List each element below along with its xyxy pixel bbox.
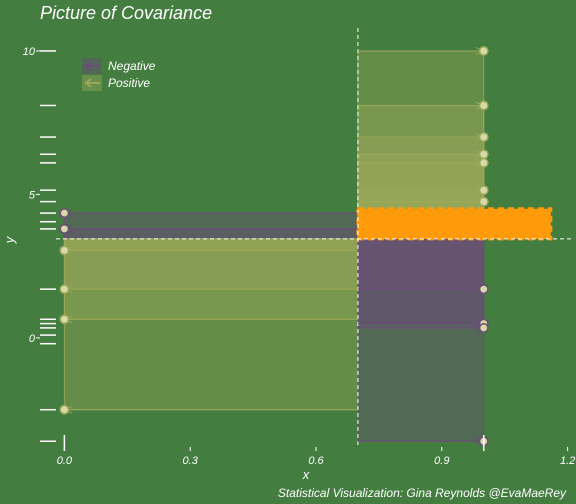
mean-reference-lines <box>56 28 572 447</box>
legend: Negative Positive <box>82 58 156 91</box>
y-tick-label: 0 <box>29 333 36 345</box>
data-point-12 <box>478 196 489 207</box>
data-point-11 <box>478 185 489 196</box>
data-point-8 <box>478 132 489 143</box>
legend-arrow-head-0 <box>84 61 92 71</box>
data-point-7 <box>478 100 489 111</box>
marginal-rug <box>40 50 56 443</box>
covariance-rect-16 <box>357 238 485 442</box>
covariance-rect-1 <box>63 228 359 240</box>
x-tick-label: 0.6 <box>308 455 324 467</box>
data-point-2 <box>59 245 70 256</box>
y-tick-label: 5 <box>29 189 36 201</box>
covariance-rect-15 <box>357 238 485 329</box>
chart-title: Picture of Covariance <box>40 3 212 23</box>
covariance-rect-13 <box>357 238 485 290</box>
data-point-9 <box>478 149 489 160</box>
chart-caption: Statistical Visualization: Gina Reynolds… <box>278 486 567 500</box>
x-tick-label: 0.0 <box>57 455 73 467</box>
x-tick-label: 0.3 <box>183 455 199 467</box>
highlight-rect <box>356 207 553 241</box>
data-point-13 <box>478 284 489 295</box>
legend-label-1: Positive <box>108 76 150 90</box>
covariance-rect-5 <box>63 238 359 411</box>
highlight-rectangle-layer <box>356 207 553 241</box>
x-tick-label: 0.9 <box>434 455 449 467</box>
covariance-rect-0 <box>63 212 359 240</box>
y-tick-label: 10 <box>23 46 36 58</box>
covariance-rect-4 <box>63 238 359 320</box>
data-points <box>59 46 489 447</box>
covariance-rect-14 <box>357 238 485 325</box>
data-point-4 <box>59 314 70 325</box>
axis-ticks: 0.0 0.3 0.6 0.9 1.2 0 5 10 <box>23 46 576 467</box>
data-point-1 <box>59 223 70 234</box>
data-point-5 <box>59 404 70 415</box>
legend-arrow-head-1 <box>84 78 92 88</box>
y-axis-label: y <box>2 235 17 244</box>
legend-label-0: Negative <box>108 59 156 73</box>
data-point-10 <box>478 157 489 168</box>
x-axis-label: x <box>302 467 310 482</box>
data-point-3 <box>59 284 70 295</box>
data-point-6 <box>478 46 489 56</box>
data-point-15 <box>478 322 489 333</box>
data-point-0 <box>59 208 70 219</box>
x-tick-label: 1.2 <box>560 455 575 467</box>
